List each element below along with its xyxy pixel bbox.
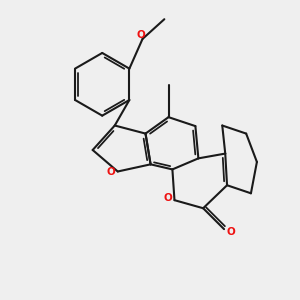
Text: O: O (107, 167, 116, 177)
Text: O: O (164, 193, 172, 203)
Text: O: O (137, 30, 146, 40)
Text: O: O (226, 226, 235, 236)
